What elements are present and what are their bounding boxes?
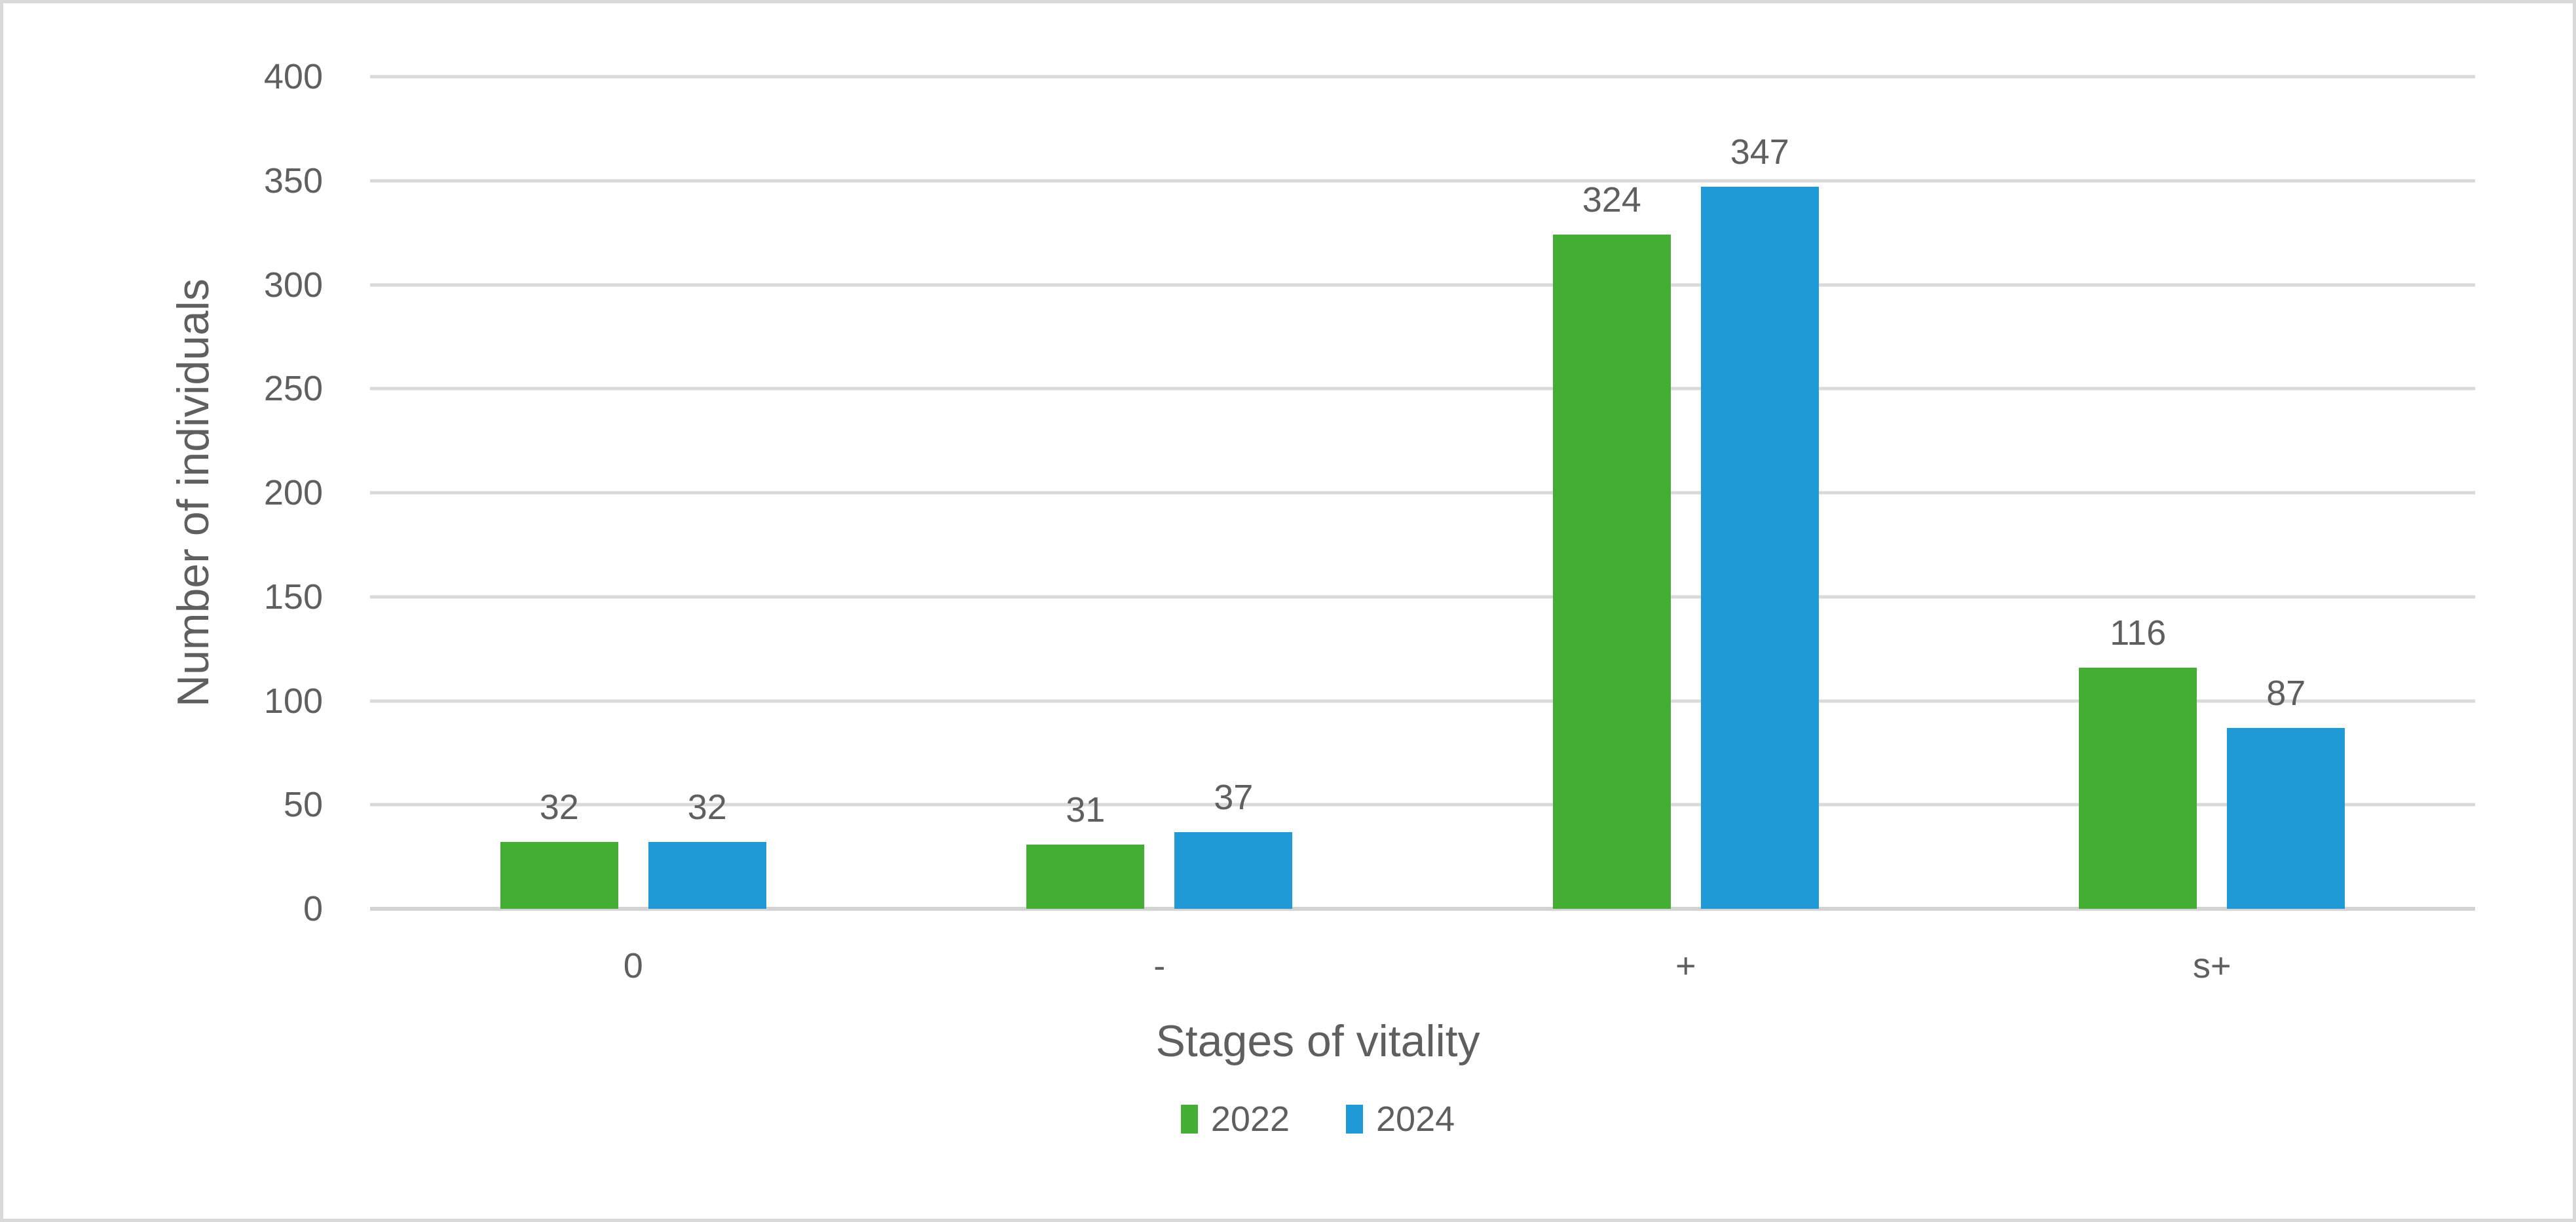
data-label: 347 — [1730, 132, 1789, 172]
y-tick-label: 200 — [263, 473, 323, 512]
y-tick-label: 250 — [263, 369, 323, 409]
y-tick-label: 0 — [303, 889, 323, 928]
legend-item-2022: 2022 — [1180, 1099, 1290, 1139]
bar-2024-0 — [648, 842, 766, 909]
bar-2024-+ — [1700, 187, 1819, 909]
gridline — [370, 75, 2475, 79]
bar-column: 32 — [648, 77, 766, 909]
chart-grid: Number of individuals 400 350 300 250 200 150… — [160, 59, 2475, 1137]
bar-column: 87 — [2227, 77, 2345, 909]
x-axis-baseline — [370, 907, 2475, 911]
bar-group-s+: 116 87 — [1949, 77, 2476, 909]
data-label: 31 — [1066, 790, 1106, 830]
data-label: 87 — [2266, 673, 2306, 713]
bar-column: 116 — [2079, 77, 2197, 909]
data-label: 116 — [2110, 613, 2167, 653]
gridline — [370, 491, 2475, 495]
bar-column: 37 — [1174, 77, 1293, 909]
plot-area: 32 32 31 37 324 347 116 87 — [370, 75, 2475, 911]
y-tick-label: 100 — [263, 681, 323, 721]
gridline — [370, 387, 2475, 391]
y-tick-label: 400 — [263, 57, 323, 96]
bar-2022-s+ — [2079, 667, 2197, 909]
x-category-label: + — [1675, 946, 1696, 985]
x-category-label: s+ — [2192, 946, 2231, 985]
bar-groups: 32 32 31 37 324 347 116 87 — [370, 77, 2475, 909]
x-category-label: 0 — [623, 946, 643, 985]
bar-column: 324 — [1552, 77, 1671, 909]
bar-column: 347 — [1700, 77, 1819, 909]
bar-group--: 31 37 — [897, 77, 1423, 909]
y-tick-label: 300 — [263, 265, 323, 305]
y-axis-title: Number of individuals — [168, 278, 218, 707]
data-label: 37 — [1214, 777, 1254, 817]
bar-2022-+ — [1552, 235, 1671, 909]
gridline — [370, 699, 2475, 702]
legend-swatch-2024 — [1346, 1105, 1363, 1134]
bar-2022-- — [1026, 844, 1145, 909]
legend-item-2024: 2024 — [1346, 1101, 1455, 1137]
gridline — [370, 283, 2475, 286]
gridline — [370, 179, 2475, 183]
bar-column: 32 — [500, 77, 618, 909]
legend-label-2022: 2022 — [1210, 1099, 1290, 1139]
legend-label-2024: 2024 — [1376, 1099, 1455, 1139]
x-axis-category-labels: 0 - + s+ — [370, 909, 2475, 985]
y-tick-label: 150 — [263, 577, 323, 617]
bar-2022-0 — [500, 842, 618, 909]
bar-group-+: 324 347 — [1423, 77, 1949, 909]
bar-group-0: 32 32 — [370, 77, 897, 909]
bar-2024-- — [1174, 831, 1293, 909]
x-category-label: - — [1153, 946, 1166, 985]
legend: 2022 2024 — [160, 1069, 2475, 1137]
gridline — [370, 595, 2475, 599]
data-label: 324 — [1582, 180, 1641, 220]
legend-swatch-2022 — [1180, 1105, 1198, 1134]
x-axis-title: Stages of vitality — [1155, 1016, 1480, 1066]
gridline — [370, 803, 2475, 807]
y-tick-label: 350 — [263, 161, 323, 200]
bar-2024-s+ — [2227, 727, 2345, 909]
bar-column: 31 — [1026, 77, 1145, 909]
y-tick-label: 50 — [283, 785, 323, 825]
data-label: 32 — [687, 788, 727, 828]
y-axis-tick-labels: 400 350 300 250 200 150 100 50 0 — [226, 59, 370, 926]
data-label: 32 — [539, 788, 579, 828]
